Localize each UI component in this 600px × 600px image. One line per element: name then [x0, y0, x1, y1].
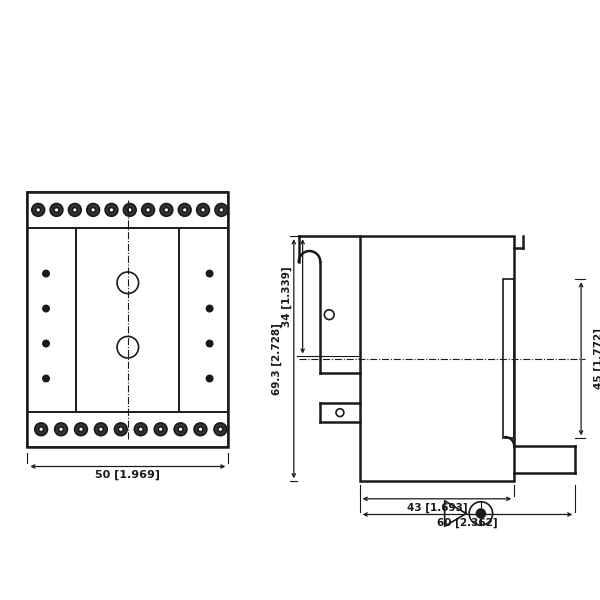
Text: 45 [1.772]: 45 [1.772]	[593, 328, 600, 389]
Circle shape	[127, 208, 132, 212]
Circle shape	[134, 423, 147, 436]
Circle shape	[43, 376, 49, 382]
Circle shape	[124, 203, 136, 216]
Bar	[179, 227, 228, 412]
Circle shape	[95, 423, 107, 436]
Circle shape	[158, 427, 163, 432]
Bar	[28, 192, 228, 447]
Circle shape	[35, 423, 47, 436]
Circle shape	[50, 203, 63, 216]
Bar	[76, 227, 179, 412]
Circle shape	[79, 427, 83, 432]
Circle shape	[91, 208, 95, 212]
Circle shape	[87, 203, 100, 216]
Circle shape	[206, 271, 213, 277]
Bar	[503, 279, 514, 438]
Bar	[28, 227, 76, 412]
Circle shape	[198, 427, 203, 432]
Circle shape	[200, 208, 205, 212]
Circle shape	[219, 208, 224, 212]
Circle shape	[54, 208, 59, 212]
Circle shape	[476, 509, 485, 518]
Circle shape	[138, 427, 143, 432]
Bar	[28, 192, 228, 227]
Text: 50 [1.969]: 50 [1.969]	[95, 470, 160, 481]
Circle shape	[194, 423, 207, 436]
Circle shape	[36, 208, 41, 212]
Circle shape	[146, 208, 151, 212]
Circle shape	[68, 203, 81, 216]
Text: 60 [2.362]: 60 [2.362]	[437, 518, 498, 529]
Text: 69.3 [2.728]: 69.3 [2.728]	[272, 323, 283, 395]
Bar	[28, 412, 228, 447]
Circle shape	[178, 203, 191, 216]
Circle shape	[164, 208, 169, 212]
Circle shape	[115, 423, 127, 436]
Circle shape	[105, 203, 118, 216]
Circle shape	[142, 203, 154, 216]
Circle shape	[109, 208, 114, 212]
Circle shape	[160, 203, 173, 216]
Circle shape	[182, 208, 187, 212]
Text: 43 [1.693]: 43 [1.693]	[407, 503, 467, 513]
Circle shape	[32, 203, 44, 216]
Circle shape	[206, 340, 213, 347]
Circle shape	[215, 203, 228, 216]
Circle shape	[43, 340, 49, 347]
Circle shape	[214, 423, 227, 436]
Circle shape	[74, 423, 88, 436]
Circle shape	[43, 305, 49, 311]
Circle shape	[206, 305, 213, 311]
Circle shape	[43, 271, 49, 277]
Circle shape	[197, 203, 209, 216]
Circle shape	[178, 427, 183, 432]
Circle shape	[59, 427, 64, 432]
Circle shape	[154, 423, 167, 436]
Circle shape	[98, 427, 103, 432]
Text: 34 [1.339]: 34 [1.339]	[282, 266, 292, 327]
Circle shape	[206, 376, 213, 382]
Circle shape	[73, 208, 77, 212]
Circle shape	[174, 423, 187, 436]
Circle shape	[118, 427, 123, 432]
Circle shape	[55, 423, 67, 436]
Circle shape	[218, 427, 223, 432]
Bar	[360, 236, 514, 481]
Circle shape	[39, 427, 44, 432]
